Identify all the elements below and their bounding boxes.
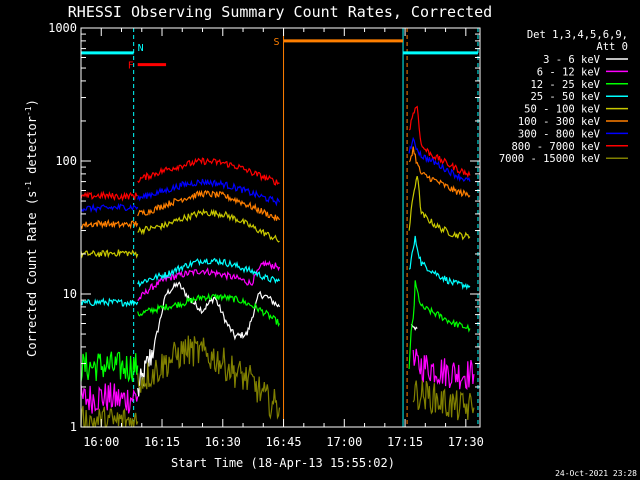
series-line-7-seg-1 <box>137 157 280 186</box>
chart-title: RHESSI Observing Summary Count Rates, Co… <box>68 3 492 21</box>
series-line-4-seg-1 <box>137 208 280 243</box>
series-line-8-seg-2 <box>412 380 475 421</box>
x-tick-label-3: 16:45 <box>265 435 301 449</box>
legend-label-2: 12 - 25 keV <box>530 79 600 91</box>
x-tick-label-6: 17:30 <box>448 435 484 449</box>
series-line-1-seg-2 <box>412 348 475 390</box>
series-line-5-seg-1 <box>137 189 281 222</box>
x-tick-label-5: 17:15 <box>387 435 423 449</box>
series-line-4-seg-2 <box>408 175 471 241</box>
legend-label-7: 800 - 7000 keV <box>511 141 600 153</box>
series-line-3-seg-0 <box>80 297 139 308</box>
series-line-1-seg-0 <box>80 382 139 414</box>
series-line-3-seg-1 <box>137 257 281 288</box>
series-line-4-seg-0 <box>80 249 139 259</box>
series-line-8-seg-0 <box>80 405 139 428</box>
x-axis-label: Start Time (18-Apr-13 15:55:02) <box>171 456 395 470</box>
legend-label-8: 7000 - 15000 keV <box>499 153 601 165</box>
y-axis-label: Corrected Count Rate (s-1 detector-1) <box>24 99 39 357</box>
series-line-2-seg-0 <box>80 351 139 383</box>
series-line-2-seg-1 <box>137 292 281 328</box>
legend-label-5: 100 - 300 keV <box>518 116 601 128</box>
legend-label-1: 6 - 12 keV <box>537 66 601 78</box>
series-line-5-seg-0 <box>80 218 139 230</box>
y-tick-label-1: 10 <box>63 287 77 301</box>
y-tick-label-3: 1000 <box>48 21 77 35</box>
series-line-8-seg-1 <box>137 335 281 420</box>
series-line-3-seg-2 <box>408 235 471 291</box>
legend-label-6: 300 - 800 keV <box>518 128 601 140</box>
flag-label-n: N <box>138 43 144 54</box>
series-line-6-seg-0 <box>80 202 139 214</box>
legend-subtitle: Att 0 <box>596 41 628 53</box>
series-line-7-seg-2 <box>408 105 471 179</box>
plot-area: NF S <box>80 28 479 428</box>
x-tick-label-0: 16:00 <box>83 435 119 449</box>
series-line-2-seg-2 <box>408 280 471 370</box>
footer-timestamp: 24-Oct-2021 23:28 <box>555 469 637 478</box>
series-line-5-seg-2 <box>408 146 471 198</box>
y-tick-label-2: 100 <box>55 154 77 168</box>
plot-frame <box>80 27 481 428</box>
series-line-0-seg-0 <box>137 281 281 397</box>
series-line-7-seg-0 <box>80 190 138 202</box>
x-tick-label-2: 16:30 <box>205 435 241 449</box>
legend-label-0: 3 - 6 keV <box>543 54 601 66</box>
legend-title: Det 1,3,4,5,6,9, <box>527 29 628 41</box>
flag-label-f: F <box>128 61 134 72</box>
series-line-6-seg-2 <box>408 136 471 183</box>
flag-label-s: S <box>274 37 280 48</box>
series-line-1-seg-1 <box>137 259 281 301</box>
x-tick-label-1: 16:15 <box>144 435 180 449</box>
legend-label-4: 50 - 100 keV <box>524 104 601 116</box>
y-tick-label-0: 1 <box>70 420 77 434</box>
legend-label-3: 25 - 50 keV <box>530 91 600 103</box>
x-tick-label-4: 17:00 <box>326 435 362 449</box>
series-line-6-seg-1 <box>137 178 281 207</box>
axes: 16:00 16:15 16:30 16:45 17:00 17:15 17:30 1 10 10… <box>48 21 484 449</box>
